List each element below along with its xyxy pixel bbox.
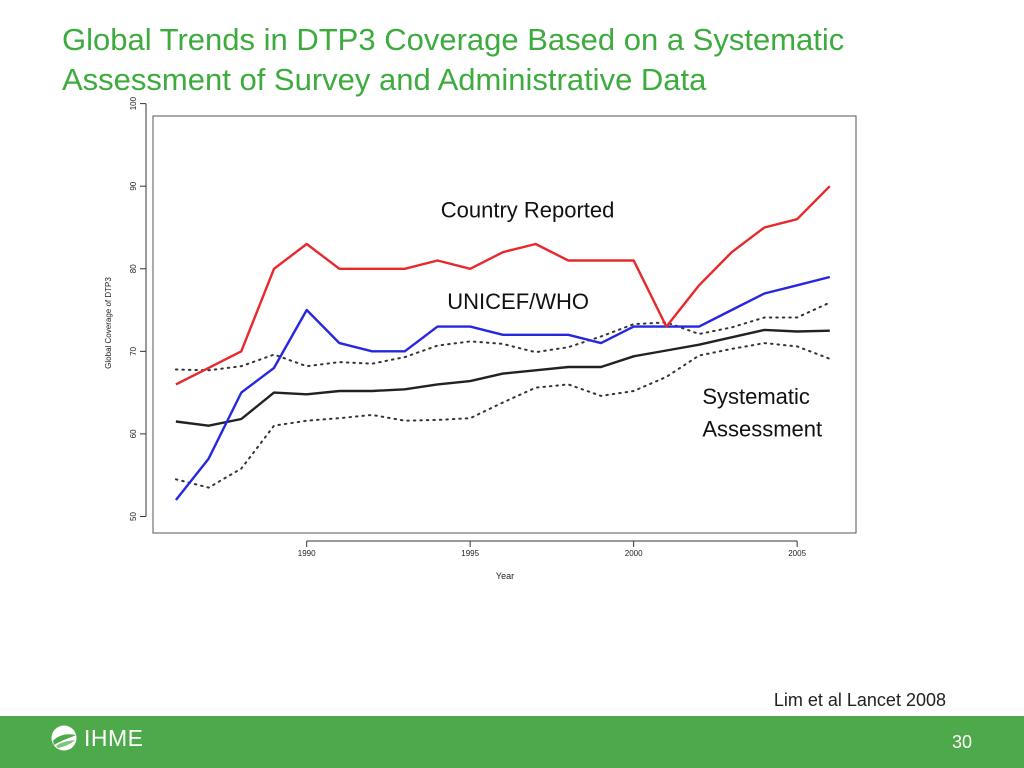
y-axis-title: Global Coverage of DTP3 — [104, 277, 113, 369]
annotation-label: Assessment — [702, 416, 822, 441]
x-tick-label: 2000 — [625, 549, 643, 558]
y-tick-label: 90 — [129, 181, 138, 190]
footer-bar: IHME 30 — [0, 716, 1024, 768]
y-tick-label: 60 — [129, 429, 138, 438]
annotation-label: Country Reported — [441, 198, 615, 223]
series-line-systematic-assessment-upper-bound — [174, 301, 831, 372]
series-line-systematic-assessment — [175, 328, 830, 427]
citation: Lim et al Lancet 2008 — [773, 690, 946, 710]
leaf-logo-icon — [51, 725, 77, 751]
chart-axes: 1990 1995 2000 2005 50 60 70 80 90 100 Year Global … — [104, 96, 807, 581]
dtp3-coverage-chart: 1990 1995 2000 2005 50 60 70 80 90 100 Year Global … — [104, 96, 857, 581]
slide-title: Global Trends in DTP3 Coverage Based on … — [62, 20, 1002, 100]
series-line-unicef-who — [174, 275, 831, 501]
x-tick-label: 1990 — [298, 549, 316, 558]
ihme-logo: IHME — [50, 724, 144, 752]
plot-frame — [152, 115, 857, 534]
annotation-label: Systematic — [702, 384, 810, 409]
x-tick-label: 2005 — [788, 549, 806, 558]
logo-text: IHME — [84, 724, 144, 751]
y-tick-label: 70 — [129, 346, 138, 355]
x-axis-title: Year — [496, 571, 514, 581]
series-line-country-reported — [175, 185, 831, 386]
chart-annotations: Country Reported UNICEF/WHO Systematic Asse… — [441, 198, 822, 442]
x-tick-label: 1995 — [461, 549, 479, 558]
annotation-label: UNICEF/WHO — [447, 289, 589, 314]
y-tick-label: 100 — [129, 96, 138, 110]
series-line-systematic-assessment-lower-bound — [174, 342, 831, 489]
y-tick-label: 80 — [129, 264, 138, 273]
y-tick-label: 50 — [129, 511, 138, 520]
slide-title-line-2: Assessment of Survey and Administrative … — [62, 62, 707, 97]
page-number: 30 — [951, 732, 972, 752]
chart-series — [174, 185, 831, 501]
slide-title-line-1: Global Trends in DTP3 Coverage Based on … — [62, 22, 845, 57]
